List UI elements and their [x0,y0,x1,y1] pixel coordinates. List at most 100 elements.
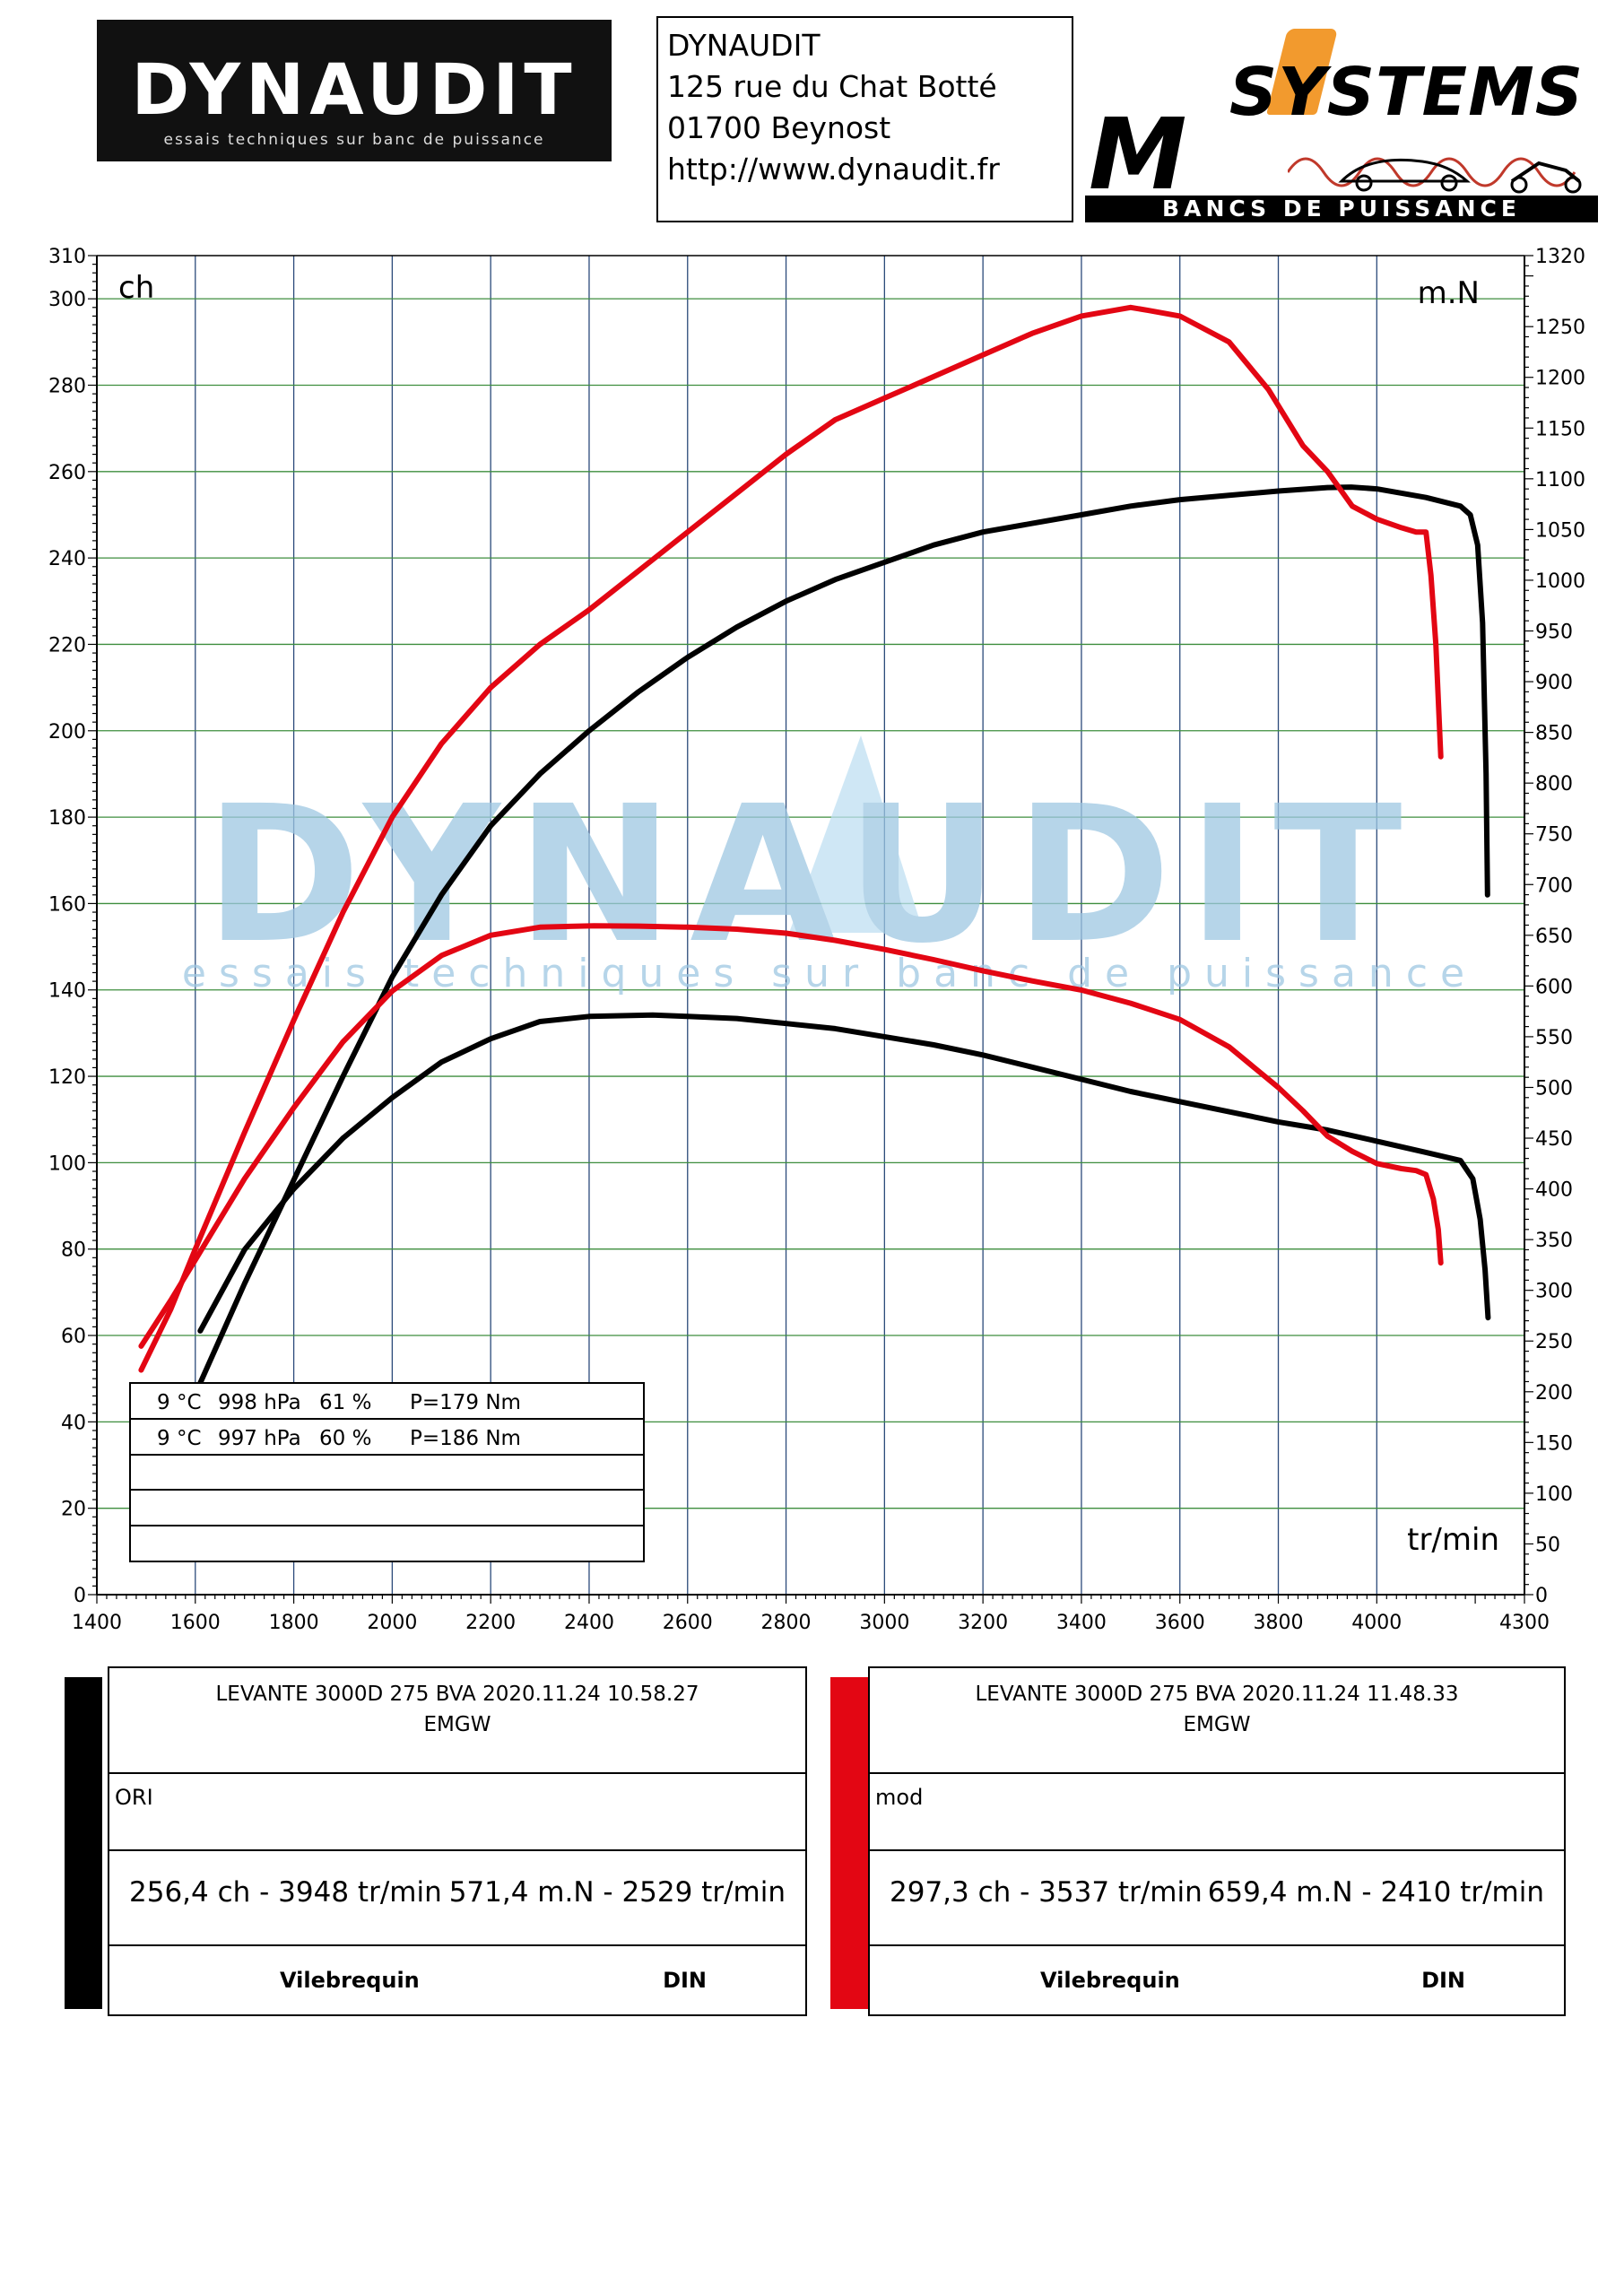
result-title-line: LEVANTE 3000D 275 BVA 2020.11.24 11.48.3… [975,1683,1459,1706]
right-tick-label: 500 [1535,1077,1573,1100]
right-tick-label: 1320 [1535,246,1585,268]
watermark-triangle-icon [789,735,924,933]
x-tick-label: 2000 [367,1612,417,1634]
x-tick-label: 3400 [1056,1612,1107,1634]
cond-1-p: P=179 Nm [410,1391,521,1414]
vertical-gridlines [195,256,1377,1595]
peak-power: 256,4 ch - 3948 tr/min [129,1876,442,1909]
watermark: DYNAUDIT essais techniques sur banc de p… [182,735,1477,996]
left-tick-label: 80 [61,1239,86,1262]
left-tick-label: 100 [48,1152,86,1175]
address-line-url: http://www.dynaudit.fr [667,152,1000,187]
logo-brand: DYNAUDIT [131,50,578,131]
left-tick-label: 300 [48,289,86,311]
right-axis: 0 50 100 150 200 250 300 350 400 450 500 550 600 650 7… [1524,246,1585,1607]
cond-2-p: P=186 Nm [410,1427,521,1450]
result-subtitle: EMGW [423,1713,491,1736]
left-tick-label: 310 [48,246,86,268]
left-axis-unit: ch [118,270,154,306]
result-label: ORI [109,1774,805,1851]
right-tick-label: 300 [1535,1281,1573,1303]
result-box-ori: LEVANTE 3000D 275 BVA 2020.11.24 10.58.2… [108,1666,807,2016]
left-tick-label: 200 [48,721,86,744]
left-tick-label: 20 [61,1499,86,1521]
address-line-city: 01700 Beynost [667,110,891,145]
peak-torque: 571,4 m.N - 2529 tr/min [448,1876,786,1909]
x-tick-label: 4000 [1351,1612,1402,1634]
left-tick-label: 40 [61,1412,86,1434]
foot-vilebrequin: Vilebrequin [1040,1968,1180,1993]
cond-1-temp: 9 °C [157,1391,202,1414]
result-peaks: 297,3 ch - 3537 tr/min 659,4 m.N - 2410 … [870,1851,1564,1946]
mi-systems-logo: M SYSTEMS BANCS DE PUISSANCE [1081,20,1602,226]
result-title-line: LEVANTE 3000D 275 BVA 2020.11.24 10.58.2… [215,1683,699,1706]
right-tick-label: 450 [1535,1128,1573,1151]
right-tick-label: 100 [1535,1483,1573,1506]
result-footer: Vilebrequin DIN [109,1946,805,2016]
series-ori-power-line [197,484,1490,1386]
right-tick-label: 200 [1535,1382,1573,1405]
cond-1-humidity: 61 % [319,1391,371,1414]
left-tick-label: 120 [48,1066,86,1089]
right-tick-label: 650 [1535,926,1573,948]
logo-bancs-text: BANCS DE PUISSANCE [1085,196,1598,222]
right-tick-label: 700 [1535,874,1573,897]
series-ori-torque-line [197,1012,1491,1334]
left-tick-label: 260 [48,462,86,484]
left-axis: 0 20 40 60 80 100 120 140 160 180 200 220 240 260 280 3… [48,246,97,1607]
right-tick-label: 1200 [1535,368,1585,390]
right-tick-label: 250 [1535,1331,1573,1353]
right-tick-label: 850 [1535,723,1573,745]
watermark-tagline: essais techniques sur banc de puissance [182,951,1477,996]
foot-din: DIN [663,1968,707,1993]
x-tick-label: 2200 [465,1612,516,1634]
x-tick-label: 1800 [269,1612,319,1634]
series-layer [138,304,1491,1386]
address-box: DYNAUDIT 125 rue du Chat Botté 01700 Bey… [656,16,1073,222]
x-tick-label: 1600 [170,1612,221,1634]
car-bike-wave-icon [1288,157,1582,194]
logo-systems-text: SYSTEMS [1229,54,1584,131]
right-tick-label: 750 [1535,824,1573,847]
right-tick-label: 1100 [1535,469,1585,491]
x-tick-label: 3000 [859,1612,909,1634]
right-tick-label: 1050 [1535,519,1585,542]
result-footer: Vilebrequin DIN [870,1946,1564,2016]
x-tick-label: 3200 [958,1612,1008,1634]
x-tick-label: 2600 [663,1612,713,1634]
series-mod-power-line [138,304,1444,1373]
left-tick-label: 0 [74,1585,86,1607]
left-tick-label: 280 [48,375,86,397]
mod-color-strip [830,1677,868,2009]
dyno-chart: DYNAUDIT essais techniques sur banc de p… [48,246,1585,1634]
x-tick-label: 4300 [1499,1612,1550,1634]
peak-power: 297,3 ch - 3537 tr/min [890,1876,1203,1909]
right-tick-label: 1250 [1535,317,1585,339]
x-tick-label: 1400 [72,1612,122,1634]
result-title: LEVANTE 3000D 275 BVA 2020.11.24 11.48.3… [870,1668,1564,1774]
left-tick-label: 160 [48,893,86,916]
cond-1-pressure: 998 hPa [218,1391,301,1414]
x-axis: 1400 1600 1800 2000 2200 2400 2600 2800 3000 3200… [72,1595,1550,1634]
x-tick-label: 3600 [1155,1612,1205,1634]
right-tick-label: 950 [1535,621,1573,643]
result-subtitle: EMGW [1183,1713,1251,1736]
left-tick-label: 140 [48,980,86,1003]
right-tick-label: 800 [1535,773,1573,796]
result-peaks: 256,4 ch - 3948 tr/min 571,4 m.N - 2529 … [109,1851,805,1946]
x-axis-unit: tr/min [1407,1522,1499,1558]
conditions-table: 9 °C 998 hPa 61 % P=179 Nm 9 °C 997 hPa … [129,1382,645,1562]
right-tick-label: 150 [1535,1432,1573,1455]
logo-letter: M [1089,97,1187,212]
right-tick-label: 600 [1535,976,1573,998]
left-tick-label: 180 [48,807,86,830]
left-tick-label: 240 [48,548,86,570]
cond-2-temp: 9 °C [157,1427,202,1450]
right-tick-label: 50 [1535,1534,1560,1556]
right-axis-unit: m.N [1418,275,1480,311]
right-tick-label: 400 [1535,1179,1573,1202]
address-line-street: 125 rue du Chat Botté [667,69,997,104]
x-tick-label: 3800 [1254,1612,1304,1634]
ori-color-strip [65,1677,102,2009]
foot-din: DIN [1421,1968,1465,1993]
